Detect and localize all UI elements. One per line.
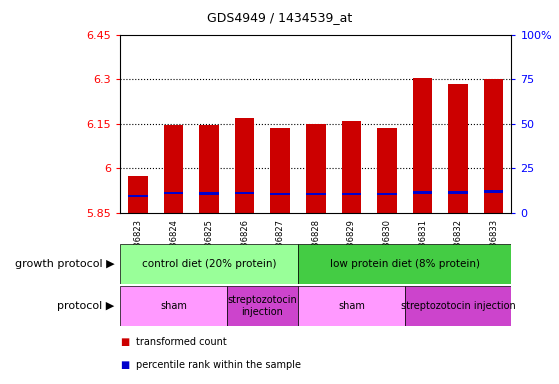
Bar <box>235 192 254 194</box>
Bar <box>484 79 504 213</box>
Bar <box>306 124 325 213</box>
Bar <box>120 244 298 284</box>
Text: sham: sham <box>338 301 365 311</box>
Bar <box>128 195 148 197</box>
Bar <box>448 84 468 213</box>
Bar <box>298 286 405 326</box>
Bar <box>413 78 432 213</box>
Bar <box>120 286 227 326</box>
Text: GDS4949 / 1434539_at: GDS4949 / 1434539_at <box>207 11 352 24</box>
Text: percentile rank within the sample: percentile rank within the sample <box>136 360 301 370</box>
Text: low protein diet (8% protein): low protein diet (8% protein) <box>330 259 480 269</box>
Bar <box>306 193 325 195</box>
Bar <box>271 128 290 213</box>
Bar <box>128 176 148 213</box>
Bar <box>448 191 468 194</box>
Bar <box>342 121 361 213</box>
Bar <box>271 193 290 195</box>
Text: control diet (20% protein): control diet (20% protein) <box>142 259 276 269</box>
Text: ■: ■ <box>120 337 130 347</box>
Bar <box>227 286 298 326</box>
Bar <box>298 244 511 284</box>
Bar <box>377 193 397 195</box>
Bar <box>342 193 361 195</box>
Bar <box>200 125 219 213</box>
Bar <box>405 286 511 326</box>
Bar <box>200 192 219 195</box>
Text: growth protocol ▶: growth protocol ▶ <box>15 259 115 269</box>
Bar <box>484 190 504 193</box>
Bar <box>164 192 183 194</box>
Text: streptozotocin
injection: streptozotocin injection <box>228 295 297 317</box>
Text: sham: sham <box>160 301 187 311</box>
Bar <box>377 128 397 213</box>
Text: protocol ▶: protocol ▶ <box>58 301 115 311</box>
Text: transformed count: transformed count <box>136 337 226 347</box>
Text: ■: ■ <box>120 360 130 370</box>
Bar <box>164 125 183 213</box>
Text: streptozotocin injection: streptozotocin injection <box>401 301 515 311</box>
Bar <box>413 191 432 194</box>
Bar <box>235 118 254 213</box>
